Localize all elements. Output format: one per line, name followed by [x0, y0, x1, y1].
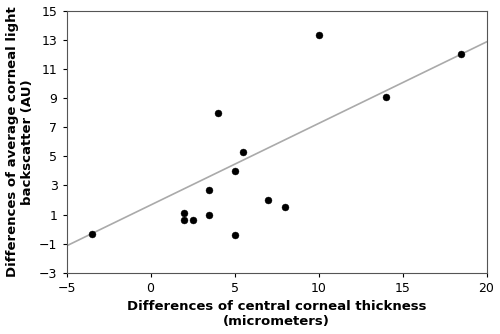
Point: [239, 149, 247, 155]
X-axis label: Differences of central corneal thickness
(micrometers): Differences of central corneal thickness…: [127, 301, 426, 328]
Point: [314, 33, 322, 38]
Point: [382, 94, 390, 99]
Point: [180, 218, 188, 223]
Point: [180, 210, 188, 216]
Point: [458, 51, 466, 57]
Point: [281, 205, 289, 210]
Y-axis label: Differences of average corneal light
backscatter (AU): Differences of average corneal light bac…: [6, 6, 34, 277]
Point: [188, 218, 196, 223]
Point: [264, 197, 272, 203]
Point: [230, 168, 238, 174]
Point: [206, 212, 214, 217]
Point: [230, 232, 238, 238]
Point: [214, 110, 222, 115]
Point: [88, 231, 96, 236]
Point: [206, 187, 214, 192]
